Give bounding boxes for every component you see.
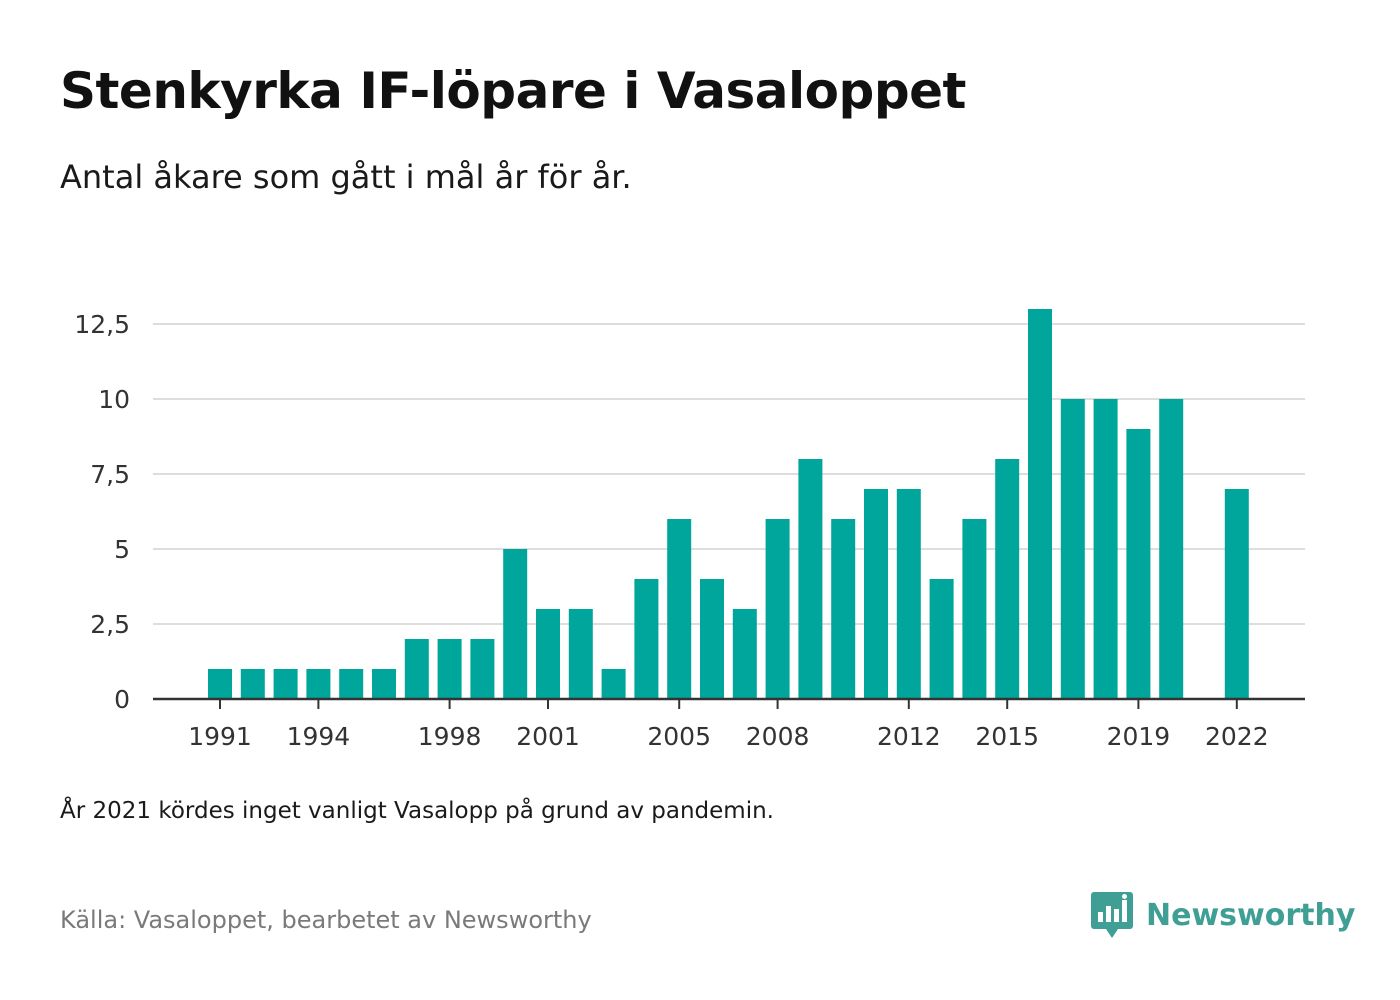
- newsworthy-brand[interactable]: Newsworthy: [1090, 890, 1355, 940]
- bar-2005: [667, 519, 692, 699]
- bar-2016: [1028, 309, 1052, 699]
- x-tick-label: 1994: [287, 722, 351, 751]
- bar-2014: [962, 519, 987, 699]
- bar-2015: [995, 459, 1020, 699]
- bar-2006: [700, 579, 724, 699]
- x-tick-label: 2019: [1107, 722, 1171, 751]
- bar-2001: [536, 609, 560, 699]
- x-axis: [153, 697, 1305, 709]
- bars: [208, 309, 1249, 699]
- y-tick-label: 7,5: [90, 460, 130, 489]
- x-axis-labels: 1991 1994 1998 2001 2005 2008 2012 2015 2019 2022: [188, 722, 1268, 751]
- y-tick-label: 2,5: [90, 610, 130, 639]
- x-tick-label: 1991: [188, 722, 252, 751]
- bar-2003: [601, 669, 626, 699]
- source-text: Källa: Vasaloppet, bearbetet av Newswort…: [60, 906, 592, 934]
- x-tick-label: 2001: [516, 722, 580, 751]
- x-tick-label: 2015: [975, 722, 1039, 751]
- y-tick-label: 0: [114, 685, 130, 714]
- bar-1993: [273, 669, 298, 699]
- bar-1994: [306, 669, 331, 699]
- bar-1997: [404, 639, 429, 699]
- y-tick-label: 12,5: [74, 310, 130, 339]
- bar-2007: [732, 609, 757, 699]
- bar-2019: [1126, 429, 1151, 699]
- x-tick-label: 2005: [647, 722, 711, 751]
- y-axis-labels: 0 2,5 5 7,5 10 12,5: [74, 310, 130, 714]
- footnote: År 2021 kördes inget vanligt Vasalopp på…: [60, 798, 774, 824]
- chart-title: Stenkyrka IF-löpare i Vasaloppet: [60, 62, 966, 120]
- bar-2009: [798, 459, 823, 699]
- bar-2010: [831, 519, 856, 699]
- bar-1992: [240, 669, 265, 699]
- x-tick-label: 2022: [1205, 722, 1269, 751]
- y-tick-label: 5: [114, 535, 130, 564]
- newsworthy-logo-icon: [1091, 892, 1133, 938]
- bar-2022: [1224, 489, 1249, 699]
- bar-1995: [339, 669, 364, 699]
- brand-name: Newsworthy: [1146, 897, 1356, 933]
- bar-2018: [1093, 399, 1118, 699]
- bar-1991: [208, 669, 232, 699]
- chart-subtitle: Antal åkare som gått i mål år för år.: [60, 158, 632, 196]
- bar-2012: [896, 489, 921, 699]
- bar-1998: [437, 639, 462, 699]
- y-tick-label: 10: [98, 385, 130, 414]
- bar-1996: [372, 669, 396, 699]
- bar-2020: [1159, 399, 1184, 699]
- x-tick-label: 2012: [877, 722, 941, 751]
- bar-2013: [929, 579, 954, 699]
- bar-2000: [503, 549, 528, 699]
- bar-chart: 0 2,5 5 7,5 10 12,5 1991 1994 1998 2001 2005 2008 2…: [74, 309, 1305, 751]
- bar-2017: [1060, 399, 1085, 699]
- bar-2002: [568, 609, 593, 699]
- bar-2011: [864, 489, 888, 699]
- x-tick-label: 2008: [746, 722, 810, 751]
- x-tick-label: 1998: [418, 722, 482, 751]
- bar-2008: [765, 519, 790, 699]
- bar-1999: [470, 639, 495, 699]
- bar-2004: [634, 579, 659, 699]
